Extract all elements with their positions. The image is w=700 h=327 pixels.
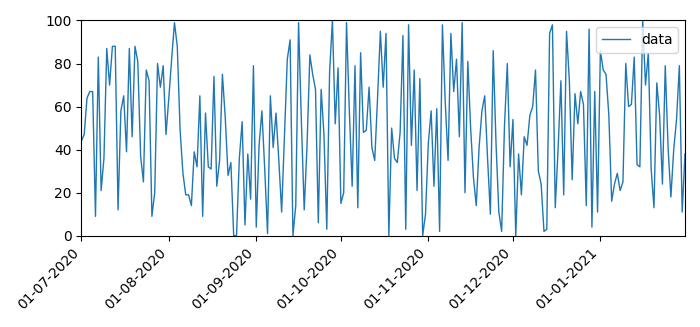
Line: data: data bbox=[81, 21, 685, 236]
Legend: data: data bbox=[596, 27, 678, 53]
